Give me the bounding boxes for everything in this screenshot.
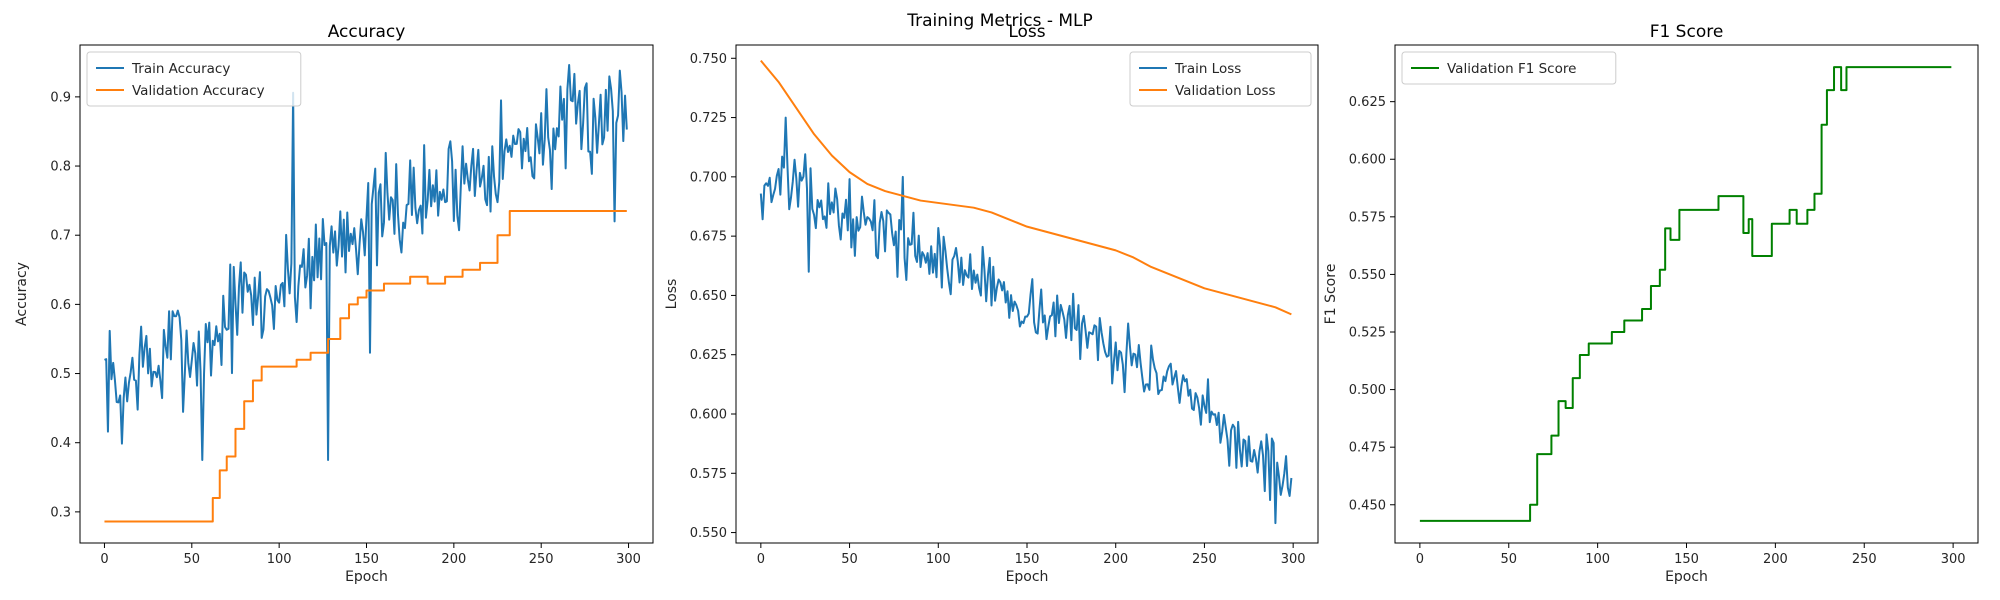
y-tick-label: 0.575 bbox=[1349, 210, 1386, 225]
f1-score-x-axis-label: Epoch bbox=[1665, 569, 1708, 585]
x-tick-label: 100 bbox=[1585, 552, 1610, 567]
x-tick-label: 0 bbox=[1416, 552, 1424, 567]
f1-score-series-group bbox=[1419, 66, 1952, 522]
legend-label-train-loss: Train Loss bbox=[1174, 61, 1241, 77]
y-tick-label: 0.500 bbox=[1349, 383, 1386, 398]
legend-label-validation-accuracy: Validation Accuracy bbox=[132, 83, 265, 99]
x-tick-label: 250 bbox=[529, 552, 554, 567]
legend-box bbox=[1401, 51, 1617, 85]
x-tick-label: 150 bbox=[1015, 552, 1040, 567]
y-tick-label: 0.5 bbox=[50, 367, 71, 382]
accuracy-series-group bbox=[104, 63, 628, 523]
x-tick-label: 0 bbox=[757, 552, 765, 567]
y-tick-label: 0.550 bbox=[690, 526, 727, 541]
y-tick-label: 0.4 bbox=[50, 436, 71, 451]
legend-box bbox=[1129, 51, 1312, 107]
f1-score-plot-area bbox=[1395, 45, 1978, 543]
accuracy-y-axis-label: Accuracy bbox=[14, 262, 30, 326]
y-tick-label: 0.550 bbox=[1349, 268, 1386, 283]
legend-box bbox=[86, 51, 302, 107]
y-tick-label: 0.6 bbox=[50, 298, 71, 313]
f1-score-title: F1 Score bbox=[1650, 22, 1724, 42]
y-tick-label: 0.575 bbox=[690, 467, 727, 482]
series-line-validation-loss bbox=[760, 60, 1292, 316]
loss-legend: Train Loss Validation Loss bbox=[1129, 51, 1312, 107]
loss-title: Loss bbox=[1008, 22, 1045, 42]
accuracy-title: Accuracy bbox=[328, 22, 406, 42]
y-tick-label: 0.525 bbox=[1349, 326, 1386, 341]
x-tick-label: 300 bbox=[616, 552, 641, 567]
y-tick-label: 0.450 bbox=[1349, 498, 1386, 513]
accuracy-legend: Train Accuracy Validation Accuracy bbox=[86, 51, 302, 107]
y-tick-label: 0.3 bbox=[50, 505, 71, 520]
x-tick-label: 50 bbox=[1500, 552, 1517, 567]
x-tick-label: 0 bbox=[100, 552, 108, 567]
y-tick-label: 0.675 bbox=[690, 230, 727, 245]
y-tick-label: 0.625 bbox=[690, 348, 727, 363]
y-tick-label: 0.7 bbox=[50, 229, 71, 244]
x-tick-label: 100 bbox=[926, 552, 951, 567]
x-tick-label: 100 bbox=[267, 552, 292, 567]
figure-title: Training Metrics - MLP bbox=[906, 11, 1093, 31]
loss-y-axis-label: Loss bbox=[664, 279, 680, 310]
series-line-validation-accuracy bbox=[104, 210, 627, 523]
y-tick-label: 0.700 bbox=[690, 170, 727, 185]
x-tick-label: 150 bbox=[354, 552, 379, 567]
x-tick-label: 150 bbox=[1674, 552, 1699, 567]
x-tick-label: 300 bbox=[1941, 552, 1966, 567]
y-tick-label: 0.8 bbox=[50, 160, 71, 175]
legend-label-train-accuracy: Train Accuracy bbox=[131, 61, 230, 77]
x-tick-label: 200 bbox=[441, 552, 466, 567]
x-tick-label: 50 bbox=[841, 552, 858, 567]
y-tick-label: 0.650 bbox=[690, 289, 727, 304]
y-tick-label: 0.625 bbox=[1349, 95, 1386, 110]
x-tick-label: 200 bbox=[1763, 552, 1788, 567]
loss-plot-area bbox=[736, 45, 1318, 543]
series-line-train-loss bbox=[759, 116, 1293, 525]
f1-score-y-axis-label: F1 Score bbox=[1323, 264, 1339, 325]
panel-accuracy: 0 50 100 150 200 250 300 0.3 0.4 0.5 0.6 0.7 0.8 0.9 A… bbox=[14, 22, 654, 585]
x-tick-label: 250 bbox=[1192, 552, 1217, 567]
y-tick-label: 0.600 bbox=[690, 407, 727, 422]
legend-label-validation-loss: Validation Loss bbox=[1175, 83, 1276, 99]
x-tick-label: 200 bbox=[1103, 552, 1128, 567]
series-line-train-accuracy bbox=[104, 63, 628, 461]
y-tick-label: 0.750 bbox=[690, 52, 727, 67]
panel-f1-score: 0 50 100 150 200 250 300 0.450 0.475 0.500 0.525 0.… bbox=[1323, 22, 1979, 585]
loss-series-group bbox=[759, 60, 1293, 525]
y-tick-label: 0.600 bbox=[1349, 153, 1386, 168]
panel-loss: 0 50 100 150 200 250 300 0.550 0.575 0.600 0.625 0.… bbox=[664, 22, 1319, 585]
f1-score-legend: Validation F1 Score bbox=[1401, 51, 1617, 85]
x-tick-label: 300 bbox=[1281, 552, 1306, 567]
series-line-validation-f1-score bbox=[1419, 66, 1952, 522]
x-tick-label: 250 bbox=[1852, 552, 1877, 567]
y-tick-label: 0.9 bbox=[50, 90, 71, 105]
y-tick-label: 0.475 bbox=[1349, 441, 1386, 456]
accuracy-x-axis-label: Epoch bbox=[345, 569, 388, 585]
legend-label-validation-f1-score: Validation F1 Score bbox=[1447, 61, 1576, 77]
loss-x-axis-label: Epoch bbox=[1006, 569, 1049, 585]
x-tick-label: 50 bbox=[184, 552, 201, 567]
y-tick-label: 0.725 bbox=[690, 111, 727, 126]
